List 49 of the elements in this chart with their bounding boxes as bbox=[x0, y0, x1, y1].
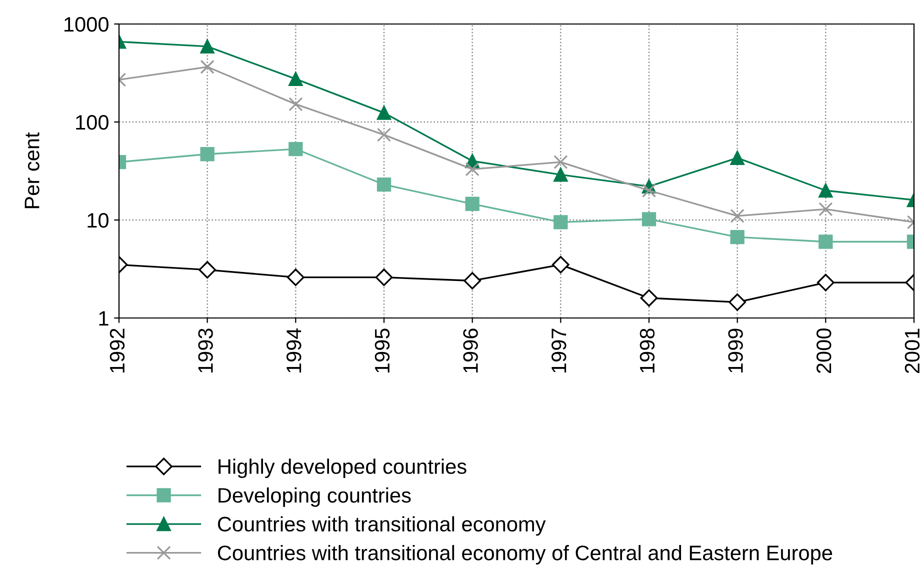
point bbox=[554, 168, 568, 182]
point bbox=[552, 256, 570, 274]
x-tick-label: 1995 bbox=[374, 328, 390, 372]
x-tick-label: 2001 bbox=[904, 328, 920, 374]
point bbox=[288, 72, 303, 86]
y-tick-label: 1 bbox=[99, 311, 108, 326]
point bbox=[376, 177, 392, 192]
point bbox=[375, 268, 393, 286]
point bbox=[464, 272, 482, 290]
point bbox=[465, 162, 480, 176]
point bbox=[730, 208, 744, 224]
legend-label: Countries with transitional economy of Central and Eastern Europe bbox=[218, 545, 832, 564]
x-tick-label: 2000 bbox=[816, 328, 832, 374]
point bbox=[376, 106, 392, 120]
point bbox=[554, 215, 568, 230]
point bbox=[818, 183, 833, 198]
point bbox=[288, 142, 303, 156]
y-tick-label: 100 bbox=[76, 115, 108, 130]
point bbox=[465, 196, 480, 211]
point bbox=[642, 183, 656, 198]
point bbox=[640, 289, 658, 307]
x-tick-label: 1997 bbox=[552, 328, 566, 372]
y-axis-title: Per cent bbox=[24, 132, 40, 208]
point bbox=[642, 212, 656, 226]
legend-label: Developing countries bbox=[218, 487, 411, 507]
point bbox=[198, 261, 216, 279]
point bbox=[200, 147, 214, 162]
x-tick-label: 1993 bbox=[198, 328, 213, 372]
point bbox=[730, 150, 744, 166]
point bbox=[554, 154, 568, 170]
x-tick-label: 1996 bbox=[463, 328, 478, 372]
point bbox=[816, 274, 834, 292]
point bbox=[200, 60, 214, 74]
point bbox=[376, 128, 392, 142]
legend-label: Highly developed countries bbox=[218, 458, 466, 478]
y-tick-label: 10 bbox=[88, 213, 108, 228]
point bbox=[818, 202, 833, 216]
point bbox=[200, 39, 214, 54]
point bbox=[818, 234, 833, 249]
legend-label: Countries with transitional economy bbox=[218, 516, 546, 536]
x-tick-label: 1999 bbox=[728, 328, 743, 372]
point bbox=[288, 97, 303, 112]
x-tick-label: 1998 bbox=[640, 328, 655, 372]
x-tick-label: 1992 bbox=[110, 328, 125, 372]
point bbox=[286, 268, 304, 286]
x-tick-label: 1994 bbox=[286, 328, 302, 372]
point bbox=[728, 293, 746, 311]
y-tick-label: 1000 bbox=[64, 17, 108, 32]
point bbox=[730, 230, 744, 244]
